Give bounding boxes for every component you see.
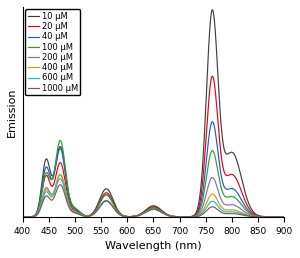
10 μM [283,215,286,218]
100 μM [58,139,62,142]
Line: 100 μM: 100 μM [22,141,284,217]
400 μM [148,208,152,212]
20 μM [227,174,231,177]
10 μM [148,205,152,208]
600 μM [21,215,24,218]
400 μM [227,208,231,211]
1000 μM [21,215,24,218]
20 μM [34,213,38,216]
1000 μM [283,215,286,218]
1000 μM [141,212,145,215]
400 μM [275,215,279,218]
100 μM [21,215,24,218]
40 μM [148,207,152,210]
Legend: 10 μM, 20 μM, 40 μM, 100 μM, 200 μM, 400 μM, 600 μM, 1000 μM: 10 μM, 20 μM, 40 μM, 100 μM, 200 μM, 400… [25,10,80,95]
Line: 600 μM: 600 μM [22,179,284,217]
1000 μM [275,215,279,218]
Line: 200 μM: 200 μM [22,175,284,217]
10 μM [275,215,279,218]
400 μM [275,215,279,218]
600 μM [141,212,145,215]
40 μM [211,120,214,123]
600 μM [148,208,152,212]
600 μM [275,215,279,218]
1000 μM [227,212,231,215]
200 μM [275,215,279,218]
200 μM [58,173,62,176]
400 μM [141,212,145,215]
40 μM [275,215,279,218]
600 μM [227,210,231,213]
10 μM [34,212,38,215]
Line: 400 μM: 400 μM [22,175,284,217]
1000 μM [34,214,38,217]
20 μM [141,211,145,214]
100 μM [34,213,38,216]
40 μM [141,212,145,215]
1000 μM [148,208,152,212]
100 μM [141,212,145,215]
X-axis label: Wavelength (nm): Wavelength (nm) [105,241,202,251]
1000 μM [275,215,279,218]
40 μM [34,213,38,216]
10 μM [227,152,231,155]
10 μM [141,211,145,214]
200 μM [283,215,286,218]
200 μM [227,203,231,206]
40 μM [227,187,231,190]
20 μM [211,75,214,78]
600 μM [275,215,279,218]
20 μM [275,215,279,218]
600 μM [58,177,62,180]
200 μM [141,212,145,215]
200 μM [21,215,24,218]
20 μM [21,215,24,218]
Y-axis label: Emission: Emission [7,87,17,137]
40 μM [283,215,286,218]
200 μM [275,215,279,218]
400 μM [21,215,24,218]
10 μM [211,8,214,11]
10 μM [21,215,24,218]
100 μM [148,207,152,210]
600 μM [283,215,286,218]
20 μM [275,215,279,218]
Line: 1000 μM: 1000 μM [22,185,284,217]
40 μM [275,215,279,218]
200 μM [148,208,152,212]
10 μM [275,215,279,218]
20 μM [148,206,152,209]
Line: 40 μM: 40 μM [22,122,284,217]
100 μM [275,215,279,218]
Line: 20 μM: 20 μM [22,76,284,217]
100 μM [283,215,286,218]
400 μM [34,214,38,217]
400 μM [283,215,286,218]
Line: 10 μM: 10 μM [22,10,284,217]
20 μM [283,215,286,218]
400 μM [58,173,62,176]
600 μM [34,214,38,217]
1000 μM [58,183,62,186]
40 μM [21,215,24,218]
100 μM [275,215,279,218]
100 μM [227,195,231,198]
200 μM [34,214,38,217]
